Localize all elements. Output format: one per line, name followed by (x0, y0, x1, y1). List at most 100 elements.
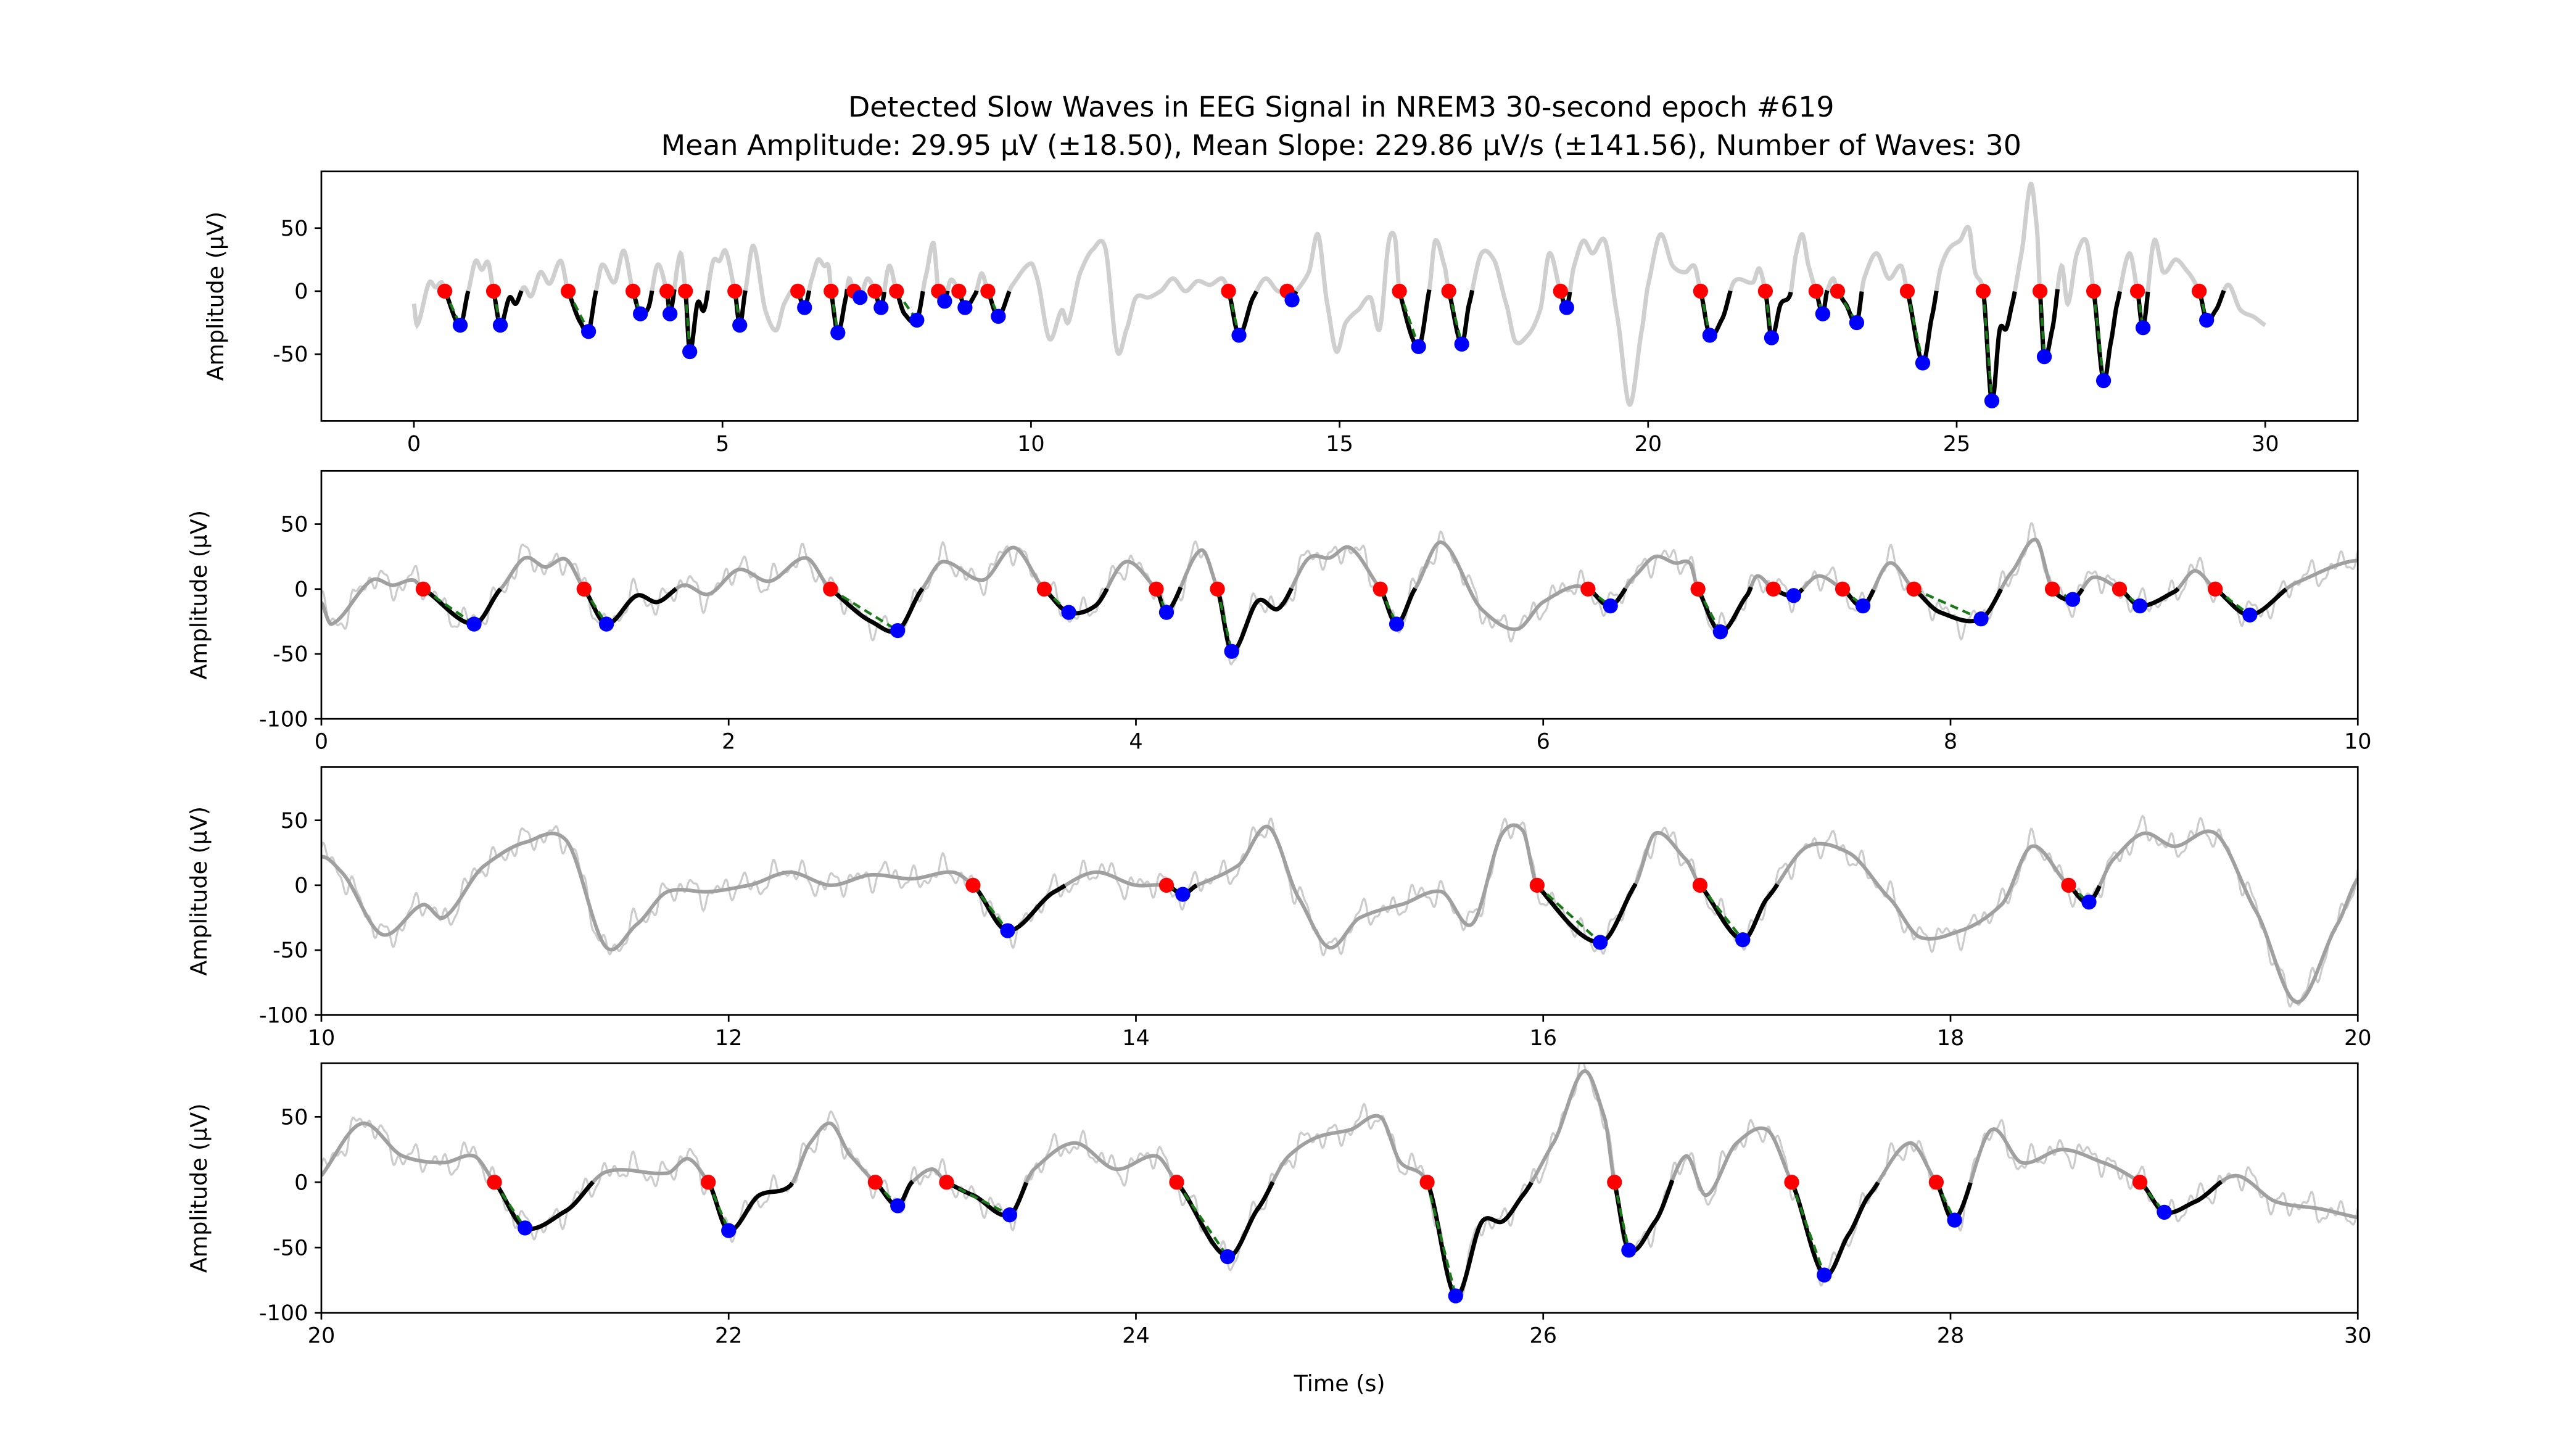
slope-line (707, 1181, 730, 1231)
x-tick-label: 16 (1529, 1025, 1557, 1051)
wave-trough-marker (452, 317, 468, 333)
axes-frame (320, 1062, 2359, 1314)
wave-trough-marker (2132, 598, 2148, 614)
wave-trough-marker (1855, 598, 1871, 614)
axes-frame (320, 170, 2359, 422)
slope-line (493, 1181, 526, 1229)
y-tick-label: -50 (273, 342, 308, 367)
raw-signal-line (321, 814, 2358, 1008)
x-tick-label: 25 (1943, 431, 1971, 457)
wave-start-marker (2044, 581, 2060, 597)
wave-start-marker (965, 877, 981, 893)
slow-wave-segment (1425, 1181, 1534, 1299)
slope-line (1981, 291, 1994, 401)
wave-trough-marker (1448, 1288, 1463, 1304)
wave-start-marker (1899, 283, 1915, 299)
wave-start-marker (1692, 877, 1708, 893)
wave-trough-marker (1764, 330, 1780, 345)
x-tick-label: 10 (2344, 729, 2372, 755)
x-tick-label: 20 (308, 1323, 336, 1349)
slope-line (1426, 1181, 1457, 1297)
x-tick-label: 22 (715, 1323, 743, 1349)
wave-trough-marker (682, 344, 698, 360)
wave-trough-marker (1603, 598, 1618, 614)
wave-trough-marker (852, 289, 868, 305)
slow-wave-segment (972, 883, 1067, 933)
chart-subtitle: Mean Amplitude: 29.95 µV (±18.50), Mean … (661, 128, 2021, 162)
wave-start-marker (1419, 1175, 1435, 1190)
wave-trough-marker (1061, 605, 1076, 620)
wave-trough-marker (1000, 923, 1015, 938)
wave-start-marker (678, 283, 693, 299)
wave-start-marker (2192, 283, 2207, 299)
wave-start-marker (939, 1175, 954, 1190)
wave-start-marker (1529, 877, 1545, 893)
smoothed-signal-line (411, 181, 2266, 407)
wave-start-marker (1693, 283, 1708, 299)
wave-trough-marker (1593, 935, 1608, 950)
wave-trough-marker (2242, 607, 2258, 623)
slope-line (1699, 884, 1744, 941)
slow-wave-segment (1698, 883, 1780, 942)
wave-start-marker (1210, 581, 1225, 597)
x-tick-label: 5 (716, 431, 729, 457)
wave-trough-marker (890, 623, 906, 639)
panel-3: 10 12 14 16 18 20 -100 -50 0 50 Amplitude (µV) (186, 766, 2372, 1051)
wave-trough-marker (1559, 300, 1574, 315)
slope-line (972, 884, 1009, 932)
slope-line (946, 1181, 1010, 1217)
slope-line (1764, 291, 1773, 338)
wave-trough-marker (1712, 624, 1728, 640)
wave-trough-marker (1735, 932, 1751, 948)
slope-line (1175, 1181, 1229, 1258)
slope-line (422, 587, 475, 626)
plot-area (321, 814, 2358, 1008)
wave-start-marker (560, 283, 576, 299)
slow-wave-segment (829, 587, 925, 634)
panel-1: 0 5 10 15 20 25 30 -50 0 50 Amplitude (µV) (202, 170, 2359, 457)
wave-start-marker (1169, 1175, 1184, 1190)
wave-start-marker (1975, 283, 1991, 299)
x-tick-label: 4 (1129, 729, 1142, 755)
slow-wave-segment (2037, 289, 2060, 360)
y-tick-label: 0 (294, 577, 308, 602)
slope-line (1536, 884, 1601, 944)
slow-wave-segment (1535, 882, 1638, 945)
wave-trough-marker (1158, 605, 1174, 620)
y-tick-label: 50 (281, 1104, 308, 1130)
wave-trough-marker (663, 306, 678, 321)
wave-trough-marker (937, 294, 952, 309)
x-tick-label: 2 (722, 729, 735, 755)
plot-area (321, 1063, 2358, 1304)
x-tick-label: 6 (1537, 729, 1550, 755)
y-tick-label: 50 (281, 512, 308, 537)
wave-trough-marker (732, 317, 748, 333)
x-tick-label: 12 (715, 1025, 743, 1051)
y-tick-label: -100 (259, 1003, 308, 1028)
wave-start-marker (1690, 581, 1706, 597)
wave-trough-marker (1817, 1267, 1832, 1283)
slope-line (1905, 291, 1925, 363)
x-tick-label: 10 (308, 1025, 336, 1051)
x-tick-label: 0 (315, 729, 328, 755)
wave-trough-marker (721, 1223, 737, 1238)
y-tick-label: -100 (259, 1301, 308, 1326)
slope-line (1790, 1181, 1826, 1276)
slope-line (1216, 589, 1233, 652)
slope-line (1699, 291, 1711, 336)
plot-area (321, 522, 2358, 666)
wave-start-marker (2129, 283, 2145, 299)
plot-area (411, 181, 2266, 408)
wave-trough-marker (2199, 312, 2215, 328)
x-tick-label: 28 (1937, 1323, 1965, 1349)
wave-start-marker (1757, 283, 1773, 299)
wave-trough-marker (1220, 1249, 1236, 1265)
y-tick-label: 0 (294, 873, 308, 898)
smoothed-signal-line (321, 1069, 2358, 1299)
wave-start-marker (437, 283, 453, 299)
slow-wave-segment (1763, 291, 1793, 341)
wave-trough-marker (991, 308, 1006, 324)
x-tick-label: 18 (1937, 1025, 1965, 1051)
wave-start-marker (659, 283, 675, 299)
